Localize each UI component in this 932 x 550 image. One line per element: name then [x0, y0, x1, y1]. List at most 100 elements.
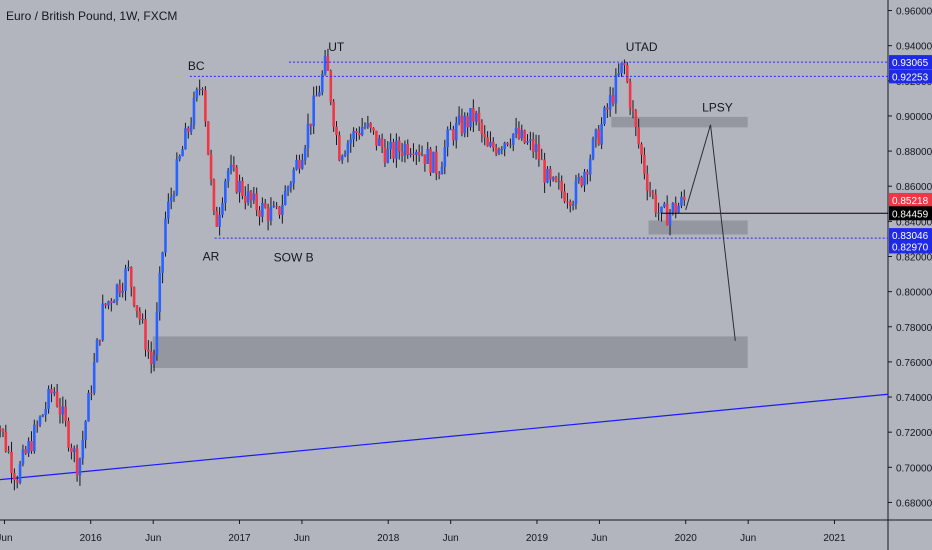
annotation-label: SOW B	[274, 250, 314, 264]
candle-body	[255, 193, 258, 211]
candle-body	[181, 149, 184, 157]
candle-body	[634, 110, 638, 128]
candle-body	[98, 339, 102, 341]
candle-body	[206, 121, 210, 155]
x-tick-label: 2018	[377, 533, 400, 544]
candle-body	[392, 141, 395, 159]
candle-body	[238, 180, 241, 193]
candle-body	[494, 147, 498, 154]
candle-body	[289, 183, 293, 188]
candle-body	[58, 406, 62, 415]
candle-body	[628, 81, 632, 109]
candle-body	[514, 127, 518, 135]
candle-body	[517, 127, 521, 139]
candle-body	[323, 56, 327, 75]
candle-body	[352, 130, 355, 140]
candle-body	[380, 138, 384, 148]
candle-body	[580, 176, 583, 186]
candle-body	[620, 63, 623, 74]
candle-body	[178, 156, 182, 160]
candle-body	[417, 152, 421, 156]
chart-title: Euro / British Pound, 1W, FXCM	[6, 9, 177, 23]
candle-body	[432, 151, 435, 173]
candle-body	[358, 133, 361, 136]
candle-body	[395, 140, 398, 159]
candle-body	[412, 153, 415, 155]
candle-body	[147, 349, 150, 352]
candle-body	[674, 203, 678, 213]
candle-body	[149, 351, 153, 364]
y-tick-label: 0.76000	[896, 358, 932, 369]
candle-body	[306, 123, 310, 149]
candle-body	[189, 125, 193, 132]
candle-body	[232, 164, 236, 168]
candle-body	[138, 311, 142, 320]
x-tick-label: Jun	[294, 533, 310, 544]
candle-body	[452, 129, 455, 141]
candle-body	[549, 168, 552, 180]
candle-body	[474, 112, 478, 122]
candle-body	[443, 147, 447, 167]
candle-body	[50, 388, 53, 394]
candle-body	[637, 127, 640, 145]
candle-body	[27, 440, 30, 454]
price-label-text: 0.82970	[892, 242, 929, 253]
candle-body	[90, 392, 93, 394]
candle-body	[594, 129, 598, 139]
candle-body	[278, 206, 281, 215]
candle-body	[520, 130, 524, 139]
candle-body	[298, 159, 301, 169]
candle-body	[617, 73, 621, 75]
candle-body	[204, 90, 207, 122]
candle-body	[523, 130, 526, 143]
candle-body	[506, 142, 509, 145]
candle-body	[577, 176, 581, 181]
candle-body	[109, 301, 113, 304]
y-tick-label: 0.70000	[896, 463, 932, 474]
candle-body	[81, 439, 85, 459]
candle-body	[449, 129, 452, 131]
candle-body	[303, 148, 307, 161]
candle-body	[195, 89, 199, 98]
candle-body	[397, 140, 401, 152]
candle-body	[568, 201, 572, 206]
price-label-text: 0.93065	[892, 58, 929, 69]
candle-body	[363, 126, 367, 128]
candle-body	[218, 214, 221, 227]
title-separator-2: ,	[136, 9, 144, 23]
candle-body	[47, 388, 50, 410]
candle-body	[372, 127, 375, 131]
candle-body	[30, 440, 33, 452]
candle-body	[335, 126, 338, 136]
candle-body	[61, 406, 65, 415]
candle-body	[651, 192, 655, 195]
candle-body	[463, 115, 467, 134]
candle-body	[309, 123, 313, 126]
candle-body	[588, 158, 592, 175]
y-tick-label: 0.86000	[896, 182, 932, 193]
candle-body	[654, 194, 658, 213]
candle-body	[286, 187, 290, 191]
zone-rect	[152, 336, 748, 369]
candle-body	[591, 138, 595, 159]
candle-body	[434, 151, 438, 174]
candle-body	[677, 205, 680, 213]
candle-body	[563, 191, 566, 202]
candle-body	[668, 212, 672, 226]
candle-body	[318, 92, 321, 96]
candle-body	[606, 107, 609, 110]
candle-body	[75, 448, 79, 476]
candle-body	[546, 168, 549, 183]
candle-body	[603, 107, 606, 124]
x-tick-label: Jun	[591, 533, 607, 544]
candle-body	[64, 406, 67, 421]
candle-body	[95, 339, 99, 363]
candle-body	[543, 159, 546, 183]
candle-body	[186, 128, 190, 132]
candle-body	[112, 300, 116, 304]
candle-body	[292, 169, 296, 184]
candle-body	[466, 115, 469, 128]
candle-body	[266, 207, 270, 221]
candle-body	[101, 303, 105, 341]
